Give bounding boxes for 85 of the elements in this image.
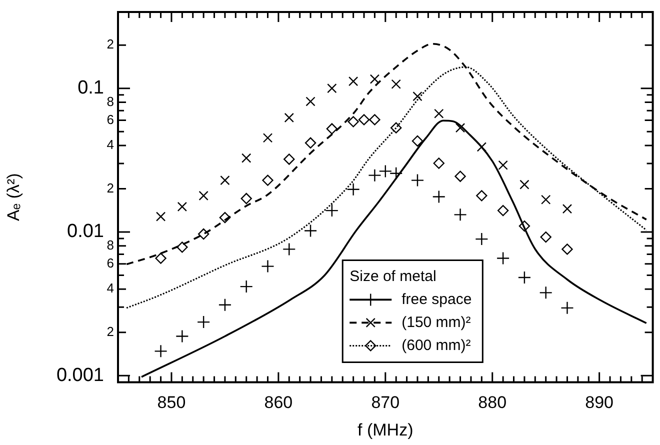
legend-title: Size of metal (350, 268, 436, 285)
point (454, 208, 467, 222)
point (497, 204, 509, 216)
point (284, 112, 294, 123)
point (156, 212, 166, 222)
point (306, 96, 316, 106)
point (198, 190, 208, 201)
point (325, 204, 339, 218)
legend-label: free space (402, 290, 472, 308)
text: 8 (106, 94, 114, 109)
point (391, 79, 401, 89)
point (177, 202, 188, 212)
y-tick-label: 0.01 (67, 221, 104, 242)
text: 4 (106, 137, 114, 152)
point (455, 122, 466, 133)
point (539, 286, 552, 300)
point (154, 344, 168, 358)
point (368, 168, 382, 182)
y-tick-label: 0.001 (56, 364, 104, 386)
point (432, 190, 446, 204)
point (304, 224, 318, 238)
point (454, 170, 466, 182)
point (262, 174, 274, 186)
point (242, 153, 252, 163)
text: 2 (106, 180, 114, 196)
point (282, 242, 296, 256)
point (562, 244, 573, 255)
point (327, 84, 337, 94)
point (155, 252, 166, 264)
y-axis-title: Aₑ (λ²) (4, 173, 23, 222)
point (498, 160, 508, 170)
point (412, 135, 424, 147)
point (369, 114, 380, 126)
point (412, 91, 422, 102)
point (496, 252, 510, 265)
point (176, 242, 188, 253)
point (304, 137, 316, 149)
point (326, 123, 338, 134)
point (261, 260, 274, 273)
point (541, 194, 551, 204)
point (219, 212, 231, 224)
point (284, 154, 295, 165)
x-tick-label: 870 (371, 393, 400, 412)
x-tick-label: 880 (478, 393, 507, 412)
point (520, 180, 530, 190)
text: 2 (106, 324, 114, 339)
point (390, 122, 402, 134)
point (176, 330, 189, 343)
point (370, 74, 380, 84)
point (348, 116, 359, 128)
text: 4 (106, 280, 114, 296)
point (540, 231, 552, 243)
point (562, 204, 572, 214)
point (346, 182, 360, 196)
text: 8 (106, 237, 114, 252)
point (220, 175, 230, 186)
x-tick-label: 860 (264, 393, 293, 412)
point (475, 232, 488, 246)
text: 6 (106, 255, 114, 270)
point (434, 108, 444, 118)
point (476, 190, 488, 202)
x-axis-title: f (MHz) (358, 420, 414, 440)
point (433, 158, 444, 169)
legend-label: (150 mm)² (402, 314, 471, 331)
point (198, 228, 210, 240)
point (518, 220, 530, 232)
legend-label: (600 mm)² (402, 336, 471, 354)
point (358, 114, 370, 126)
point (378, 164, 392, 178)
point (240, 280, 253, 294)
point (560, 301, 574, 315)
point (476, 142, 487, 152)
point (196, 315, 210, 329)
text: 2 (106, 36, 114, 52)
y-tick-label: 0.1 (78, 78, 104, 99)
point (410, 174, 424, 187)
point (218, 298, 232, 312)
point (262, 133, 273, 143)
text: 6 (106, 112, 114, 127)
point (518, 270, 532, 284)
point (348, 76, 358, 86)
x-tick-label: 890 (585, 393, 614, 412)
x-tick-label: 850 (157, 393, 186, 412)
point (389, 166, 403, 180)
point (240, 192, 252, 204)
